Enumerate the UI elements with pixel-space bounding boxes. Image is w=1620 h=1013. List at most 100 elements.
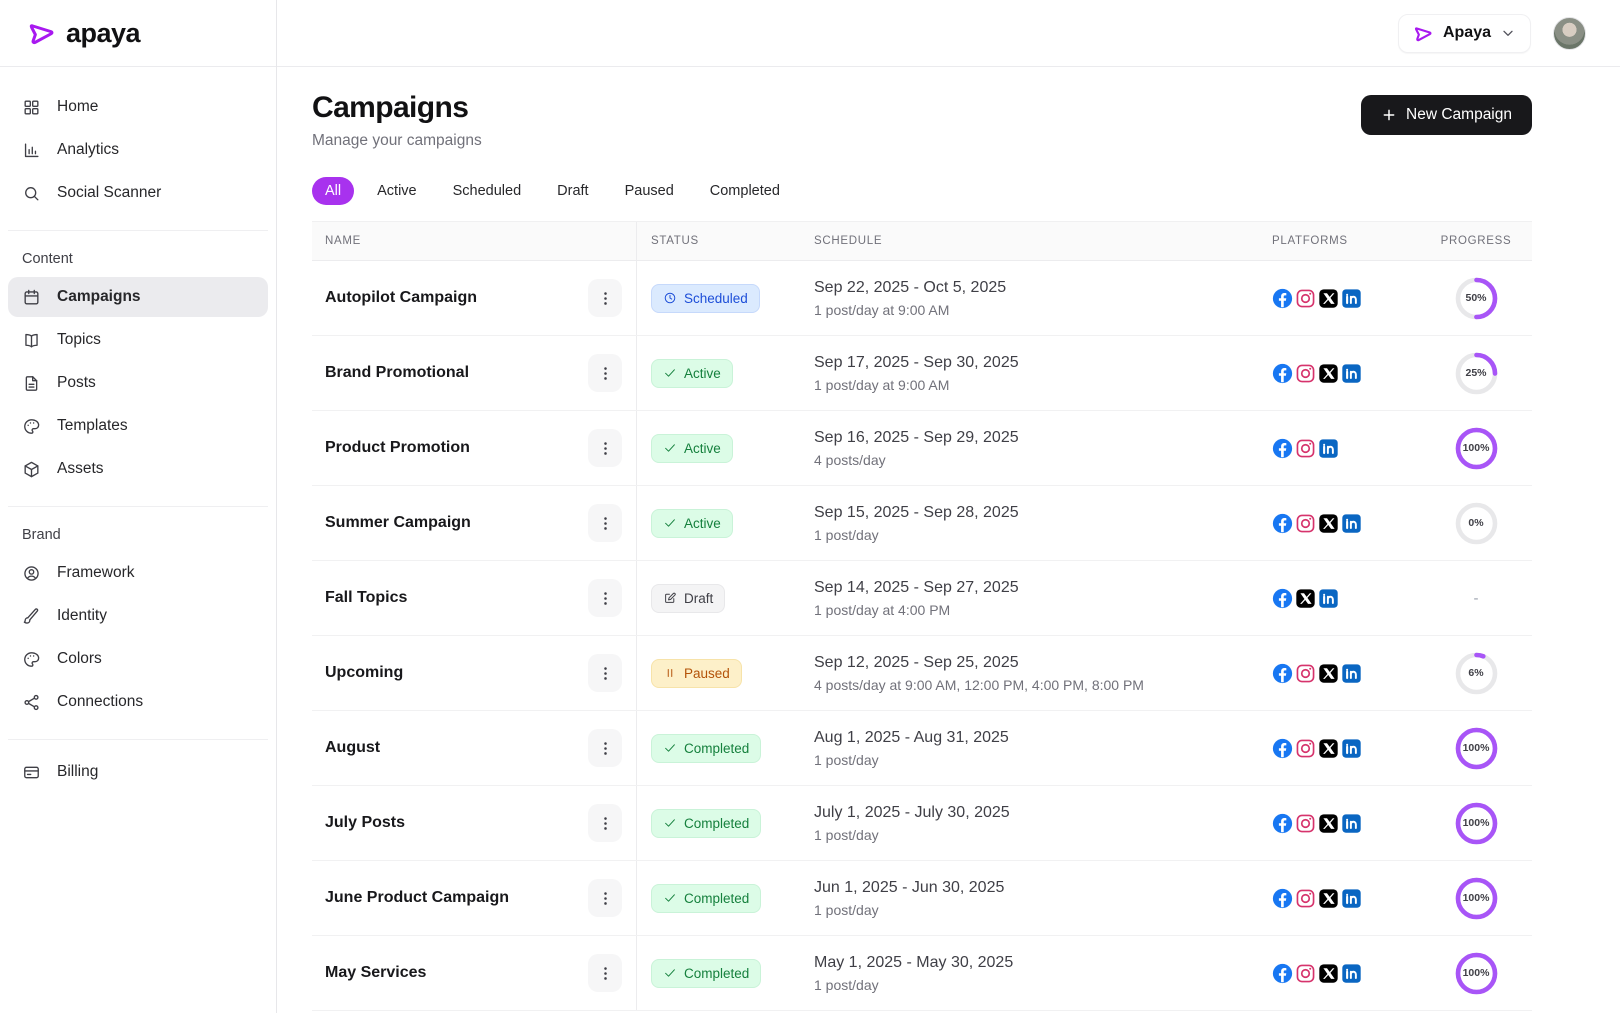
brush-icon [22,607,41,626]
status-badge: Paused [651,658,742,688]
filter-pill-all[interactable]: All [312,177,355,205]
row-menu-button[interactable] [588,354,622,392]
dots-vertical-icon [603,966,607,980]
share-icon [22,693,41,712]
instagram-icon [1295,738,1316,759]
facebook-icon [1272,813,1293,834]
table-row[interactable]: June Product Campaign Completed Jun 1, 2… [312,861,1532,936]
workspace-switcher[interactable]: Apaya [1397,13,1531,53]
check-icon [663,966,677,980]
progress-value: 6% [1468,667,1484,679]
page-title: Campaigns [312,91,469,124]
status-badge: Draft [651,583,726,613]
sidebar-item-framework[interactable]: Framework [8,553,268,593]
filter-pill-completed[interactable]: Completed [697,177,793,205]
row-menu-button[interactable] [588,729,622,767]
sidebar-item-billing[interactable]: Billing [8,752,268,792]
x-icon [1318,288,1339,309]
sidebar-item-campaigns[interactable]: Campaigns [8,277,268,317]
schedule-date-range: July 1, 2025 - July 30, 2025 [814,803,1010,821]
sidebar-item-label: Analytics [57,141,120,158]
sidebar-item-social-scanner[interactable]: Social Scanner [8,173,268,213]
schedule-date-range: Jun 1, 2025 - Jun 30, 2025 [814,878,1005,896]
status-badge: Scheduled [651,283,760,313]
filter-pill-draft[interactable]: Draft [544,177,601,205]
table-row[interactable]: Summer Campaign Active Sep 15, 2025 - Se… [312,486,1532,561]
table-row[interactable]: July Posts Completed July 1, 2025 - July… [312,786,1532,861]
schedule-date-range: Aug 1, 2025 - Aug 31, 2025 [814,728,1009,746]
row-menu-button[interactable] [588,954,622,992]
column-header-schedule: SCHEDULE [814,235,883,247]
table-row[interactable]: Product Promotion Active Sep 16, 2025 - … [312,411,1532,486]
progress-ring: 100% [1453,950,1500,997]
sidebar-section-label: Content [22,251,73,267]
status-badge: Active [651,358,733,388]
filter-pill-active[interactable]: Active [364,177,430,205]
row-menu-button[interactable] [588,804,622,842]
table-row[interactable]: August Completed Aug 1, 2025 - Aug 31, 2… [312,711,1532,786]
sidebar-item-identity[interactable]: Identity [8,596,268,636]
grid-icon [22,98,41,117]
campaign-name: Summer Campaign [325,514,471,531]
logo-text: apaya [66,17,141,48]
progress-cell: 100% [1420,800,1532,847]
schedule-frequency: 4 posts/day at 9:00 AM, 12:00 PM, 4:00 P… [814,676,1144,693]
status-badge: Completed [651,808,762,838]
campaign-name: July Posts [325,814,406,831]
progress-cell: - [1420,590,1532,607]
linkedin-icon [1318,588,1339,609]
calendar-icon [22,288,41,307]
table-row[interactable]: Fall Topics Draft Sep 14, 2025 - Sep 27,… [312,561,1532,636]
facebook-icon [1272,663,1293,684]
sidebar-item-label: Identity [57,607,107,624]
progress-cell: 0% [1420,500,1532,547]
sidebar-item-home[interactable]: Home [8,87,268,127]
table-row[interactable]: Upcoming Paused Sep 12, 2025 - Sep 25, 2… [312,636,1532,711]
sidebar-item-colors[interactable]: Colors [8,639,268,679]
row-menu-button[interactable] [588,879,622,917]
schedule-frequency: 1 post/day at 4:00 PM [814,601,951,618]
dots-vertical-icon [603,591,607,605]
linkedin-icon [1341,663,1362,684]
sidebar-item-analytics[interactable]: Analytics [8,130,268,170]
facebook-icon [1272,438,1293,459]
row-menu-button[interactable] [588,279,622,317]
sidebar-item-label: Billing [57,763,99,780]
table-row[interactable]: Autopilot Campaign Scheduled Sep 22, 202… [312,261,1532,336]
workspace-logo-icon [1413,23,1434,44]
table-row[interactable]: Brand Promotional Active Sep 17, 2025 - … [312,336,1532,411]
app-logo[interactable]: apaya [27,17,141,49]
card-icon [22,763,41,782]
column-header-name: NAME [312,222,637,260]
table-row[interactable]: May Services Completed May 1, 2025 - May… [312,936,1532,1011]
row-menu-button[interactable] [588,429,622,467]
campaign-name: Fall Topics [325,589,408,606]
row-menu-button[interactable] [588,654,622,692]
sidebar-item-connections[interactable]: Connections [8,682,268,722]
workspace-name: Apaya [1442,24,1491,41]
sidebar-item-posts[interactable]: Posts [8,363,268,403]
sidebar-item-templates[interactable]: Templates [8,406,268,446]
x-icon [1295,588,1316,609]
campaigns-page: Campaigns Manage your campaigns New Camp… [277,67,1620,1011]
progress-ring: 100% [1453,425,1500,472]
filter-pill-scheduled[interactable]: Scheduled [440,177,535,205]
sidebar-item-assets[interactable]: Assets [8,449,268,489]
user-avatar[interactable] [1553,16,1586,50]
row-menu-button[interactable] [588,504,622,542]
progress-empty: - [1473,589,1479,607]
facebook-icon [1272,888,1293,909]
new-campaign-button[interactable]: New Campaign [1361,95,1532,135]
row-menu-button[interactable] [588,579,622,617]
filter-pill-paused[interactable]: Paused [612,177,687,205]
sidebar-item-topics[interactable]: Topics [8,320,268,360]
status-badge: Completed [651,883,762,913]
progress-cell: 100% [1420,875,1532,922]
chevron-down-icon [1500,25,1516,41]
sidebar-item-label: Campaigns [57,288,141,305]
column-header-status: STATUS [651,235,699,247]
progress-value: 50% [1465,292,1487,304]
platform-icons [1260,813,1420,834]
x-icon [1318,363,1339,384]
